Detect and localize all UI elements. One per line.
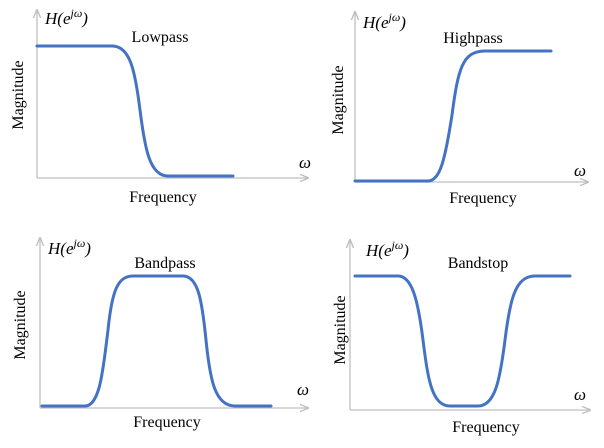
x-symbol: ω xyxy=(299,153,311,172)
panel-title: Lowpass xyxy=(132,29,189,46)
panel-lowpass: H(ejω) Lowpass Magnitude Frequency ω xyxy=(10,6,311,206)
panel-title: Bandpass xyxy=(134,255,195,272)
y-axis-label: Magnitude xyxy=(330,65,347,134)
x-axis-label: Frequency xyxy=(133,414,201,431)
y-symbol: H(ejω) xyxy=(365,238,409,260)
x-symbol: ω xyxy=(574,161,586,180)
x-axis-label: Frequency xyxy=(452,419,520,436)
y-symbol: H(ejω) xyxy=(44,6,88,28)
y-symbol: H(ejω) xyxy=(362,10,406,32)
response-curve xyxy=(35,44,235,178)
panel-bandpass: H(ejω) Bandpass Magnitude Frequency ω xyxy=(12,236,309,431)
y-axis-label: Magnitude xyxy=(12,290,29,359)
x-axis-label: Frequency xyxy=(129,189,197,206)
y-axis-label: Magnitude xyxy=(332,295,349,364)
y-axis-label: Magnitude xyxy=(10,60,27,129)
response-curve xyxy=(40,274,273,408)
response-curve xyxy=(353,49,553,183)
x-symbol: ω xyxy=(297,380,309,399)
x-symbol: ω xyxy=(574,385,586,404)
x-axis-label: Frequency xyxy=(449,190,517,207)
response-curve xyxy=(353,274,572,408)
panel-title: Bandstop xyxy=(448,255,508,272)
panel-highpass: H(ejω) Highpass Magnitude Frequency ω xyxy=(330,10,588,207)
y-symbol: H(ejω) xyxy=(47,236,91,258)
panel-title: Highpass xyxy=(443,30,503,47)
panel-bandstop: H(ejω) Bandstop Magnitude Frequency ω xyxy=(332,238,590,436)
